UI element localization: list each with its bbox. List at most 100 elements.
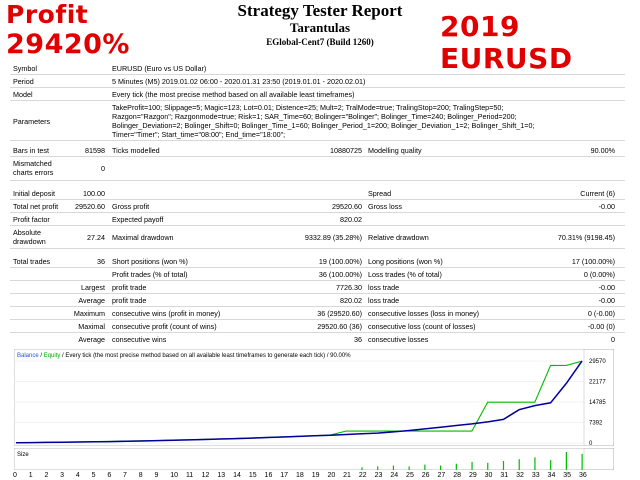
profit-factor-label: Profit factor bbox=[13, 215, 50, 224]
relative-drawdown-value: 70.31% (9198.45) bbox=[557, 233, 615, 242]
divider bbox=[10, 293, 625, 294]
size-bar bbox=[440, 465, 442, 470]
model-value: Every tick (the most precise method base… bbox=[112, 90, 355, 99]
mismatch-value: 0 bbox=[101, 164, 105, 173]
maximal-consecutive-profit-label: consecutive profit (count of wins) bbox=[112, 322, 217, 331]
maximal-consecutive-profit-value: 29520.60 (36) bbox=[317, 322, 362, 331]
size-bar bbox=[534, 457, 536, 470]
divider bbox=[10, 212, 625, 213]
average-profit-label: profit trade bbox=[112, 296, 147, 305]
ticks-label: Ticks modelled bbox=[112, 146, 160, 155]
divider bbox=[10, 267, 625, 268]
size-bar bbox=[550, 460, 552, 470]
period-label: Period bbox=[13, 77, 34, 86]
y-tick-label: 7392 bbox=[589, 421, 603, 427]
x-tick-label: 17 bbox=[280, 472, 289, 479]
x-tick-label: 10 bbox=[170, 472, 179, 479]
average-loss-label: loss trade bbox=[368, 296, 400, 305]
size-bar bbox=[455, 463, 457, 470]
balance-series bbox=[15, 360, 583, 444]
size-chart: Size bbox=[14, 448, 614, 470]
avg-label: Average bbox=[78, 335, 105, 344]
quality-value: 90.00% bbox=[590, 146, 615, 155]
loss-trades-value: 0 (0.00%) bbox=[583, 270, 615, 279]
divider bbox=[10, 100, 625, 101]
avg-consecutive-wins-value: 36 bbox=[354, 335, 362, 344]
quality-label: Modelling quality bbox=[368, 146, 422, 155]
x-tick-label: 12 bbox=[201, 472, 210, 479]
x-tick-label: 35 bbox=[563, 472, 572, 479]
size-bar bbox=[581, 453, 583, 470]
divider bbox=[10, 248, 625, 249]
largest-loss-label: loss trade bbox=[368, 283, 400, 292]
profit-trades-value: 36 (100.00%) bbox=[318, 270, 362, 279]
model-label: Model bbox=[13, 90, 33, 99]
long-positions-value: 17 (100.00%) bbox=[571, 257, 615, 266]
avg-consecutive-losses-value: 0 bbox=[611, 335, 615, 344]
largest-label: Largest bbox=[81, 283, 105, 292]
gross-profit-value: 29520.60 bbox=[332, 202, 362, 211]
size-bar bbox=[471, 461, 473, 470]
chart-legend: Balance / Equity / Every tick (the most … bbox=[17, 353, 351, 359]
x-tick-label: 26 bbox=[421, 472, 430, 479]
legend-equity: Equity bbox=[44, 353, 61, 359]
x-tick-label: 4 bbox=[75, 472, 80, 479]
average-profit-value: 820.02 bbox=[340, 296, 362, 305]
x-tick-label: 23 bbox=[374, 472, 383, 479]
y-tick-label: 14785 bbox=[589, 400, 606, 406]
deposit-label: Initial deposit bbox=[13, 189, 55, 198]
size-bar bbox=[408, 466, 410, 470]
gridlines bbox=[14, 360, 584, 444]
divider bbox=[10, 332, 625, 333]
size-bar bbox=[361, 467, 363, 470]
avg-consecutive-wins-label: consecutive wins bbox=[112, 335, 167, 344]
legend-balance: Balance bbox=[17, 353, 39, 359]
x-tick-label: 6 bbox=[107, 472, 112, 479]
divider bbox=[10, 87, 625, 88]
x-tick-label: 25 bbox=[406, 472, 414, 479]
deposit-value: 100.00 bbox=[83, 189, 105, 198]
net-profit-label: Total net profit bbox=[13, 202, 59, 211]
divider bbox=[10, 140, 625, 141]
spread-value: Current (6) bbox=[580, 189, 615, 198]
absolute-drawdown-label: Absolute bbox=[13, 228, 41, 237]
y-tick-labels: 29570 22177 14785 7392 0 bbox=[589, 359, 606, 446]
y-tick-label: 0 bbox=[589, 441, 593, 446]
x-tick-label: 3 bbox=[60, 472, 65, 479]
bars-label: Bars in test bbox=[13, 146, 49, 155]
divider bbox=[10, 225, 625, 226]
max-consecutive-wins-value: 36 (29520.60) bbox=[317, 309, 362, 318]
symbol-banner: EURUSD bbox=[440, 42, 573, 75]
account-server: EGlobal-Cent7 (Build 1260) bbox=[266, 37, 374, 47]
average-loss-value: -0.00 bbox=[598, 296, 615, 305]
x-tick-label: 13 bbox=[217, 472, 226, 479]
absolute-drawdown-value: 27.24 bbox=[87, 233, 105, 242]
expert-name: Tarantulas bbox=[289, 20, 351, 35]
x-tick-label: 18 bbox=[296, 472, 304, 479]
x-tick-label: 20 bbox=[327, 472, 336, 479]
gross-loss-label: Gross loss bbox=[368, 202, 402, 211]
x-tick-label: 15 bbox=[248, 472, 257, 479]
size-bar bbox=[487, 462, 489, 470]
x-tick-label: 29 bbox=[468, 472, 477, 479]
size-label: Size bbox=[17, 452, 29, 458]
max-consecutive-losses-label: consecutive losses (loss in money) bbox=[368, 309, 480, 318]
net-profit-value: 29520.60 bbox=[75, 202, 105, 211]
x-tick-label: 1 bbox=[28, 472, 33, 479]
plot-area bbox=[14, 349, 585, 446]
size-bar bbox=[565, 452, 567, 470]
balance-chart: 29570 22177 14785 7392 0 Balance / Equity / … bbox=[14, 349, 614, 446]
maximal-consecutive-loss-value: -0.00 (0) bbox=[587, 322, 615, 331]
maximal-consecutive-loss-label: consecutive loss (count of losses) bbox=[368, 322, 476, 331]
legend-separator: / bbox=[39, 353, 44, 359]
symbol-label: Symbol bbox=[13, 64, 37, 73]
divider bbox=[10, 156, 625, 157]
max-consecutive-wins-label: consecutive wins (profit in money) bbox=[112, 309, 221, 318]
size-bar bbox=[392, 465, 395, 470]
expected-payoff-value: 820.02 bbox=[340, 215, 362, 224]
gross-loss-value: -0.00 bbox=[598, 202, 615, 211]
total-trades-value: 36 bbox=[97, 257, 105, 266]
profit-banner-line2: 29420% bbox=[6, 29, 130, 60]
x-tick-label: 0 bbox=[13, 472, 17, 479]
legend-description: / Every tick (the most precise method ba… bbox=[60, 353, 351, 359]
